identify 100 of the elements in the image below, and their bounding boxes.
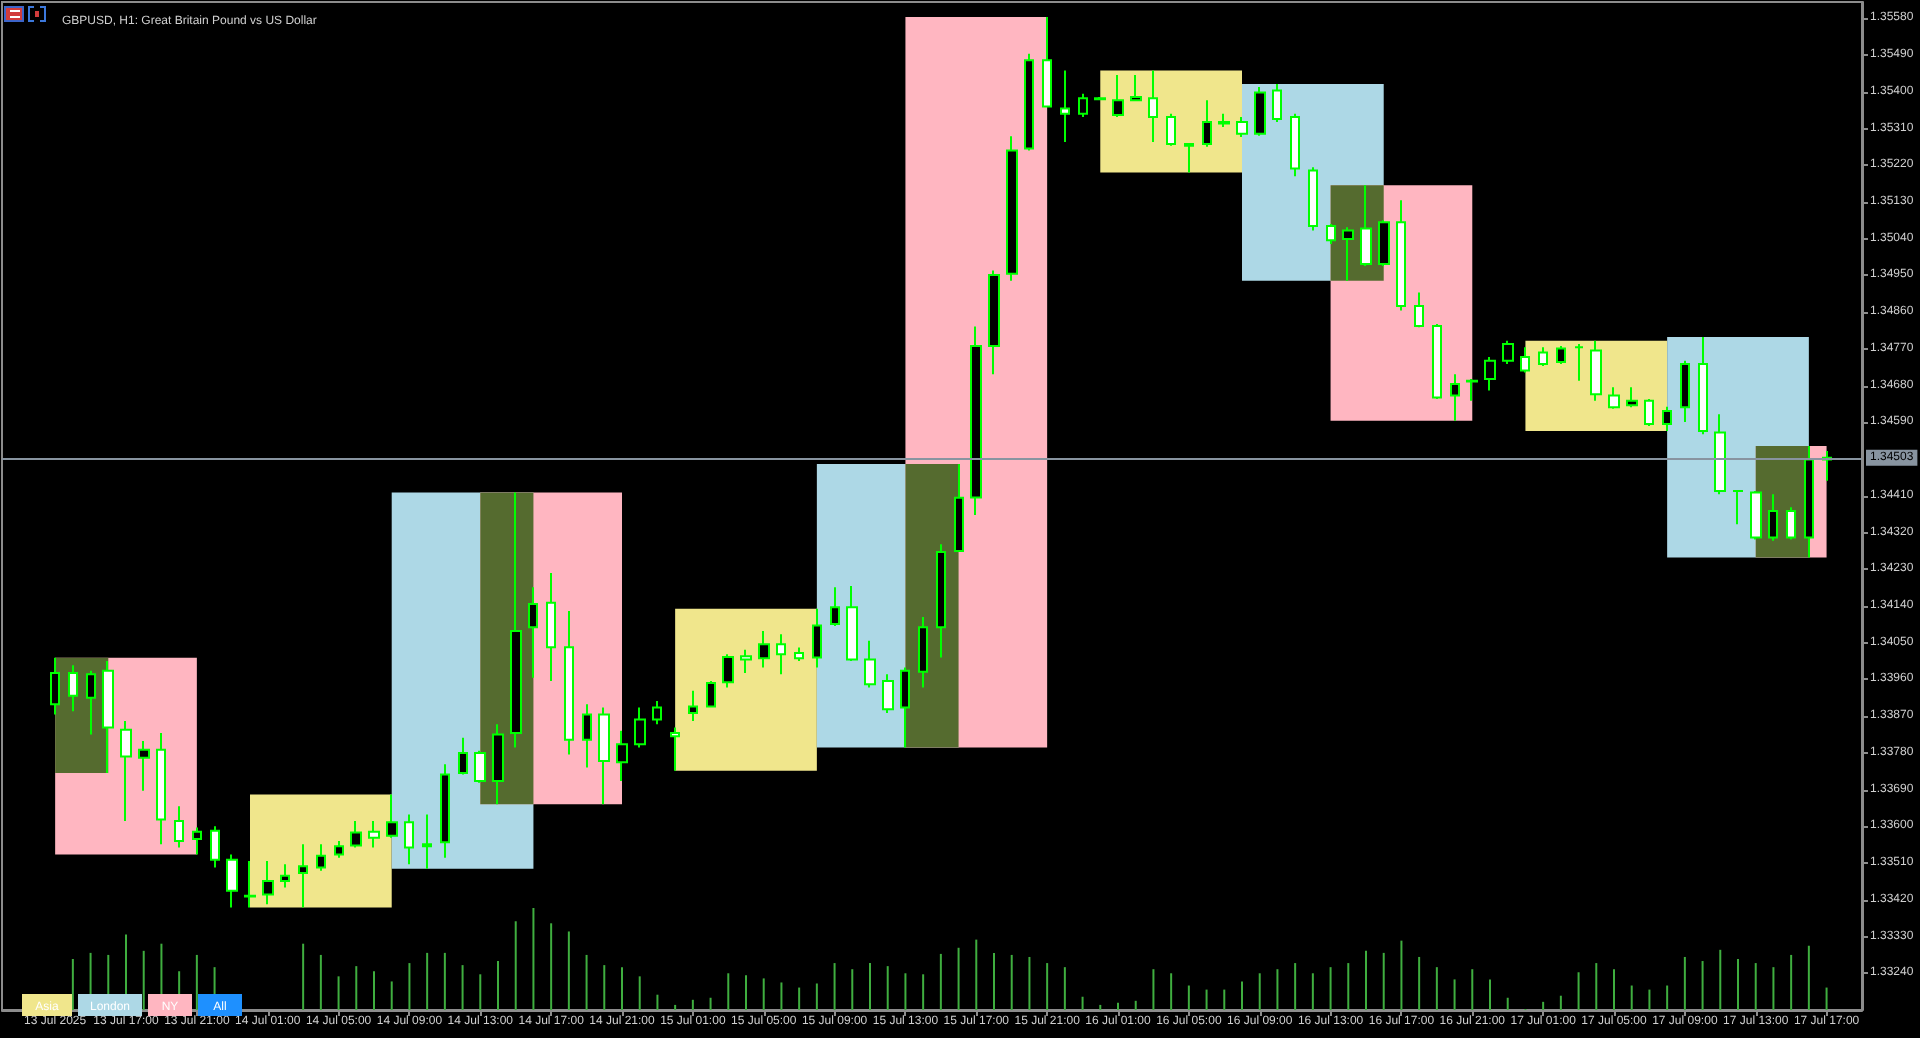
candlestick <box>1024 52 1034 152</box>
candlestick <box>1450 373 1460 422</box>
candlestick <box>936 543 946 659</box>
candlestick <box>1112 74 1124 119</box>
candlestick <box>1644 398 1654 428</box>
candlestick <box>846 584 858 663</box>
candlestick <box>954 462 964 554</box>
candlestick <box>900 666 910 749</box>
candlestick <box>226 853 238 909</box>
candlestick <box>1556 345 1566 365</box>
candlestick <box>440 763 450 859</box>
candlestick <box>138 740 150 792</box>
candlestick <box>1520 346 1530 374</box>
candlestick <box>1254 85 1266 137</box>
candlestick <box>1768 493 1778 542</box>
candlestick <box>918 616 928 689</box>
candlestick <box>120 720 132 823</box>
candlestick <box>422 813 432 870</box>
candlestick <box>334 840 344 859</box>
candlestick <box>1804 445 1814 559</box>
candlestick <box>1272 83 1282 123</box>
candlestick <box>616 729 628 783</box>
candlestick <box>1006 135 1018 282</box>
candlestick <box>864 639 876 689</box>
candlestick <box>582 703 592 769</box>
candlestick <box>174 805 184 849</box>
candlestick <box>1202 99 1212 148</box>
candlestick <box>882 673 894 714</box>
candlestick <box>1130 74 1142 103</box>
candlestick <box>1060 69 1070 143</box>
candlestick <box>50 656 60 716</box>
candlestick <box>1662 405 1672 432</box>
candlestick <box>988 269 1000 376</box>
candlestick <box>1786 506 1796 541</box>
candlestick <box>1396 199 1406 312</box>
candlestick <box>776 633 786 676</box>
candlestick <box>1360 184 1372 268</box>
candlestick <box>546 571 556 683</box>
candlestick <box>102 660 114 774</box>
candlestick <box>68 664 78 713</box>
candlestick <box>528 586 538 679</box>
candlestick <box>1574 342 1584 382</box>
candlestick <box>634 706 646 749</box>
candlestick <box>86 669 96 736</box>
candlestick <box>1680 359 1690 423</box>
candlestick <box>510 491 522 749</box>
candlestick <box>1184 143 1194 174</box>
candlestick <box>1042 16 1052 108</box>
candlestick <box>1308 166 1318 232</box>
candlestick <box>1094 96 1106 102</box>
candlestick <box>1326 223 1336 245</box>
candlestick <box>1218 112 1230 128</box>
candlestick <box>598 706 610 806</box>
candlestick <box>458 736 468 776</box>
candlestick <box>722 653 734 689</box>
candlestick <box>316 843 326 872</box>
candlestick <box>1590 339 1602 402</box>
candlestick <box>350 820 362 849</box>
candlestick <box>1484 356 1496 392</box>
candlestick <box>1378 219 1390 268</box>
candlestick <box>688 689 698 723</box>
candlestick <box>794 646 804 663</box>
candlestick <box>210 825 220 869</box>
candlestick <box>1414 291 1424 329</box>
candlestick <box>706 680 716 709</box>
candlestick <box>1698 336 1708 436</box>
candlestick <box>156 731 166 846</box>
candlestick <box>1166 112 1176 147</box>
candlestick <box>740 648 752 674</box>
candlestick <box>404 813 414 866</box>
candlestick <box>1148 69 1158 143</box>
candlestick <box>1432 322 1442 401</box>
candlestick <box>474 749 486 784</box>
candlestick <box>1466 378 1478 402</box>
candlestick <box>1626 386 1638 409</box>
candlestick <box>492 723 504 806</box>
candlestick <box>280 863 290 889</box>
candlestick <box>564 609 574 756</box>
candlestick <box>830 586 840 627</box>
candlestick <box>1236 116 1248 139</box>
candlestick <box>1342 226 1354 282</box>
candlestick <box>262 860 274 906</box>
candlestick <box>368 820 380 849</box>
candlestick <box>298 843 308 909</box>
candlestick <box>1732 489 1744 526</box>
candlestick <box>758 629 770 669</box>
candlestick <box>970 325 982 516</box>
candlestick <box>1750 489 1762 541</box>
candlestick <box>244 860 256 909</box>
candlestick <box>386 793 398 839</box>
candlestick <box>1290 112 1300 178</box>
candlestick <box>1714 413 1726 496</box>
candlestick <box>812 607 822 669</box>
candlestick <box>1538 346 1548 368</box>
candlestick <box>192 826 202 856</box>
candlestick <box>1502 339 1514 365</box>
candlestick <box>1078 92 1088 119</box>
candlestick <box>1608 386 1620 410</box>
candlestick <box>670 726 680 772</box>
candlestick <box>652 700 662 726</box>
